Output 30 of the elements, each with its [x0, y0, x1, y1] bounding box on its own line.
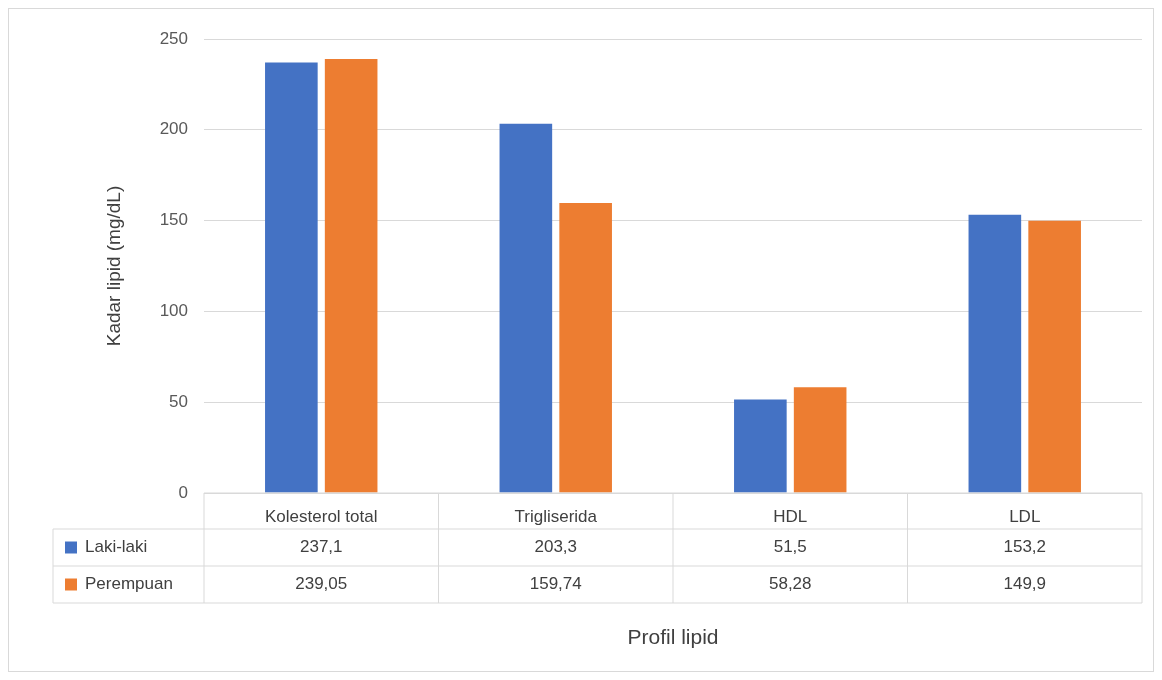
data-label: 153,2 [1003, 537, 1047, 557]
y-tick-label: 200 [159, 119, 188, 139]
y-tick-label: 50 [169, 391, 188, 411]
data-label: 239,05 [295, 574, 348, 594]
data-label: 237,1 [299, 537, 343, 557]
bar [734, 399, 787, 493]
bar [265, 62, 318, 493]
y-tick-label: 150 [159, 210, 188, 230]
bar [1028, 220, 1081, 493]
bar [499, 123, 553, 493]
data-label: 51,5 [773, 537, 807, 557]
y-tick-label: 100 [159, 301, 188, 321]
x-tick-label: LDL [1009, 506, 1041, 526]
data-label: 149,9 [1003, 574, 1047, 594]
data-label: 203,3 [534, 537, 578, 557]
bar [793, 387, 847, 493]
legend-label: Laki-laki [85, 537, 148, 557]
x-axis-title: Profil lipid [627, 624, 719, 648]
legend-label: Perempuan [85, 574, 173, 594]
bar [559, 202, 612, 493]
data-label: 58,28 [768, 574, 812, 594]
bar [324, 58, 378, 493]
x-tick-label: Trigliserida [514, 506, 598, 526]
x-tick-label: HDL [773, 506, 808, 526]
y-axis-title: Kadar lipid (mg/dL) [102, 185, 124, 347]
data-label: 159,74 [529, 574, 582, 594]
y-tick-label: 0 [178, 482, 188, 502]
x-tick-label: Kolesterol total [265, 506, 378, 526]
bar [968, 214, 1022, 493]
y-tick-label: 250 [159, 28, 188, 48]
